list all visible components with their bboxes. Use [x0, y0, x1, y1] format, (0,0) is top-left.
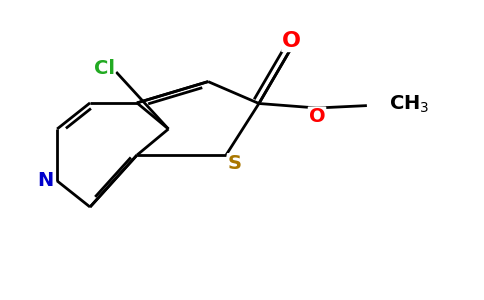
Text: S: S — [228, 154, 242, 173]
Text: N: N — [37, 171, 53, 190]
Text: O: O — [282, 31, 302, 51]
Text: CH$_3$: CH$_3$ — [389, 93, 429, 115]
Text: O: O — [309, 107, 325, 127]
Text: Cl: Cl — [93, 59, 115, 79]
